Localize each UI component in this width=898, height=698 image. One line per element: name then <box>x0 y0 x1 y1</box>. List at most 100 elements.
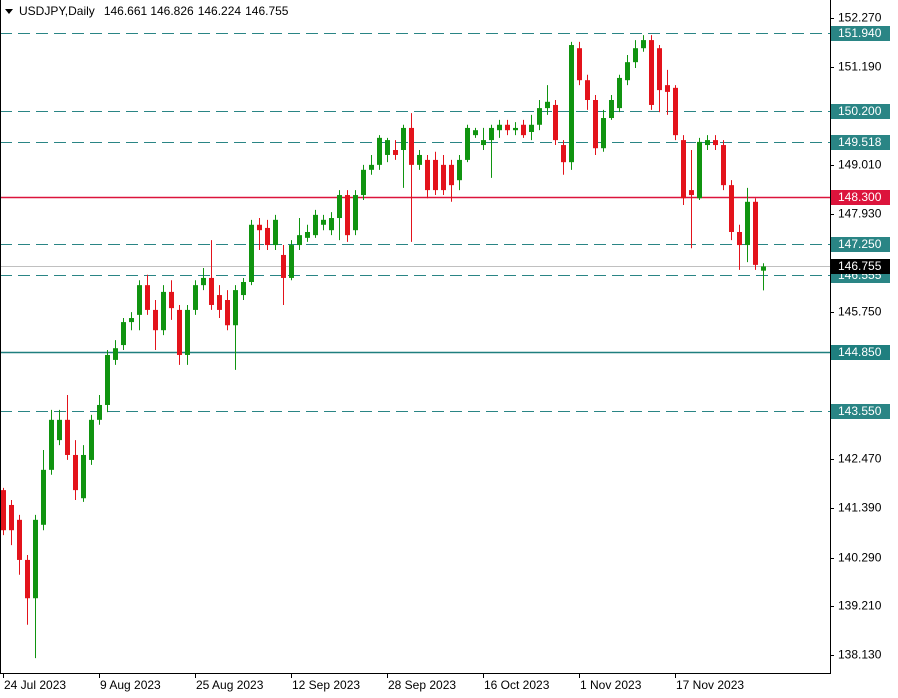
candle-body <box>689 190 694 196</box>
level-price-box <box>831 190 890 205</box>
candle-body <box>641 40 646 49</box>
header-close: 146.755 <box>245 4 289 18</box>
candle-body <box>609 100 614 119</box>
candle-body <box>505 124 510 131</box>
candle-body <box>33 519 38 599</box>
y-tick-label: 138.130 <box>838 648 882 662</box>
candle-body <box>345 195 350 236</box>
candle-body <box>425 159 430 191</box>
candle-body <box>705 140 710 146</box>
candle-body <box>329 218 334 231</box>
candle-body <box>273 219 278 246</box>
candle-body <box>297 235 302 246</box>
candle-body <box>713 140 718 146</box>
x-tick-label: 17 Nov 2023 <box>676 678 744 692</box>
candle-body <box>217 295 222 310</box>
candle-body <box>305 231 310 238</box>
current-price-box <box>831 259 890 274</box>
candle-body <box>377 137 382 165</box>
header: USDJPY,Daily 146.661 146.826 146.224 146.755 <box>5 4 289 18</box>
candle-body <box>9 504 14 531</box>
candle-body <box>113 348 118 360</box>
candle-body <box>353 195 358 231</box>
candle-body <box>513 127 518 131</box>
level-price-label: 144.850 <box>838 345 882 359</box>
candle-body <box>193 285 198 310</box>
x-tick-label: 16 Oct 2023 <box>484 678 550 692</box>
x-tick-label: 25 Aug 2023 <box>196 678 264 692</box>
candle-body <box>753 201 758 265</box>
candle-body <box>17 519 22 560</box>
y-tick-label: 142.470 <box>838 452 882 466</box>
candle-body <box>473 130 478 136</box>
candle-body <box>545 101 550 109</box>
candle-body <box>537 108 542 125</box>
candle-body <box>289 245 294 278</box>
candle-body <box>465 127 470 160</box>
y-tick-label: 147.930 <box>838 207 882 221</box>
candle-body <box>681 140 686 199</box>
x-tick-label: 12 Sep 2023 <box>292 678 360 692</box>
candle-body <box>65 419 70 455</box>
level-price-box <box>831 104 890 119</box>
candle-body <box>593 100 598 149</box>
candle-body <box>145 285 150 310</box>
candle-body <box>553 104 558 141</box>
candle-body <box>625 62 630 81</box>
level-price-label: 147.250 <box>838 237 882 251</box>
candle-body <box>105 354 110 405</box>
header-open: 146.661 <box>104 4 148 18</box>
level-price-label: 143.550 <box>838 404 882 418</box>
candle-body <box>225 300 230 326</box>
candle-body <box>449 164 454 186</box>
candle-body <box>1 490 6 531</box>
candle-body <box>257 224 262 231</box>
candle-body <box>417 154 422 165</box>
level-price-label: 150.200 <box>838 104 882 118</box>
candle-body <box>529 124 534 132</box>
candle-body <box>281 254 286 278</box>
candle-body <box>457 159 462 181</box>
candle-body <box>161 291 166 331</box>
candle-body <box>89 419 94 460</box>
candle-body <box>41 469 46 525</box>
candle-body <box>49 419 54 470</box>
candle-body <box>313 214 318 236</box>
candle-body <box>721 145 726 186</box>
candle-body <box>81 454 86 499</box>
candle-body <box>561 145 566 163</box>
candle-body <box>321 219 326 225</box>
y-tick-label: 152.270 <box>838 11 882 25</box>
level-price-box <box>831 135 890 150</box>
y-tick-label: 151.190 <box>838 60 882 74</box>
x-tick-label: 24 Jul 2023 <box>4 678 66 692</box>
candle-body <box>585 80 590 101</box>
x-tick-label: 28 Sep 2023 <box>388 678 456 692</box>
candle-body <box>745 201 750 246</box>
level-price-label: 149.518 <box>838 135 882 149</box>
x-tick-label: 1 Nov 2023 <box>580 678 642 692</box>
y-tick-label: 149.010 <box>838 158 882 172</box>
y-tick-label: 140.290 <box>838 551 882 565</box>
header-text: USDJPY,Daily 146.661 146.826 146.224 146.755 <box>19 4 289 18</box>
y-tick-label: 145.750 <box>838 305 882 319</box>
level-price-label: 151.940 <box>838 26 882 40</box>
level-price-box <box>831 404 890 419</box>
candle-body <box>393 150 398 155</box>
candle-body <box>633 48 638 63</box>
candle-body <box>665 85 670 92</box>
menu-triangle <box>5 9 13 14</box>
candle-body <box>521 124 526 136</box>
candle-body <box>433 159 438 191</box>
header-low: 146.224 <box>198 4 242 18</box>
candle-body <box>441 164 446 191</box>
plot-area <box>0 33 830 659</box>
candle-body <box>577 48 582 81</box>
candle-body <box>137 285 142 315</box>
x-tick-label: 9 Aug 2023 <box>100 678 161 692</box>
candle-body <box>729 185 734 232</box>
candle-body <box>129 318 134 323</box>
